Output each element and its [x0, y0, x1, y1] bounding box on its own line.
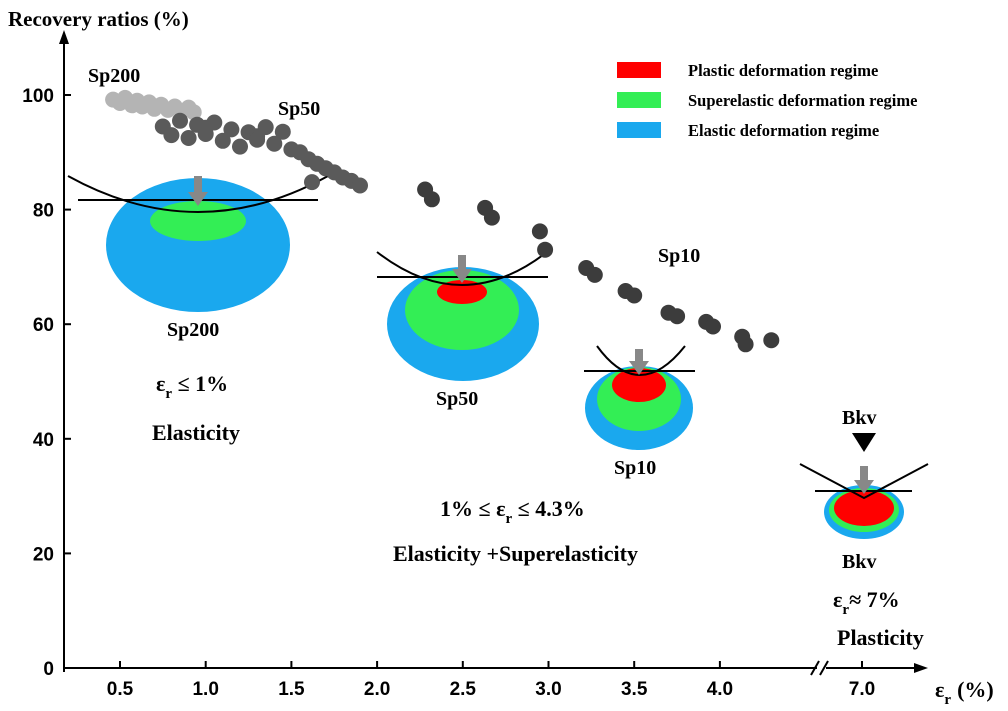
data-point-sp50	[180, 130, 197, 146]
sp50-indent-diagram	[376, 251, 548, 381]
data-point-sp50	[232, 138, 248, 155]
sp10-load-arrow-icon	[629, 349, 649, 375]
sp10-indenter-profile	[596, 345, 686, 376]
data-point-sp50	[172, 112, 188, 129]
data-point-sp50	[249, 131, 266, 148]
x-tick-label: 3.5	[621, 679, 648, 700]
data-point-sp10	[586, 266, 603, 283]
x-tick-label: 7.0	[849, 679, 875, 700]
regime2-condition: 1% ≤ εr ≤ 4.3%	[440, 496, 585, 527]
y-tick-label: 80	[33, 201, 54, 222]
legend-label-superelastic: Superelastic deformation regime	[688, 91, 917, 110]
data-point-sp10	[537, 241, 554, 258]
diagram-label-sp10: Sp10	[614, 457, 656, 479]
regime3-condition: εr≈ 7%	[833, 587, 900, 618]
data-point-sp50	[197, 119, 214, 136]
series-label-sp200: Sp200	[88, 65, 140, 87]
series-label-sp50: Sp50	[278, 98, 320, 120]
legend-swatch-plastic	[617, 62, 661, 78]
data-point-sp10	[531, 223, 548, 240]
x-tick-label: 1.5	[278, 679, 305, 700]
bkv-indent-diagram	[799, 433, 929, 539]
bkv-marker-triangle-icon	[852, 433, 876, 452]
data-point-sp50	[274, 123, 291, 140]
sp200-indenter-profile	[67, 175, 329, 213]
x-axis-label: εr (%)	[935, 677, 994, 708]
bkv-load-arrow-icon	[854, 466, 874, 494]
y-tick-label: 0	[43, 659, 54, 680]
legend-swatch-superelastic	[617, 92, 661, 108]
data-point-sp50	[223, 121, 240, 138]
y-axis-label: Recovery ratios (%)	[8, 7, 189, 31]
data-point-sp10	[705, 318, 721, 335]
sp200-indent-diagram	[67, 175, 329, 312]
x-tick-label: 4.0	[707, 679, 733, 700]
bkv-indenter-profile	[799, 463, 929, 500]
regime2-name: Elasticity +Superelasticity	[393, 541, 638, 566]
x-tick-label: 1.0	[192, 679, 218, 700]
x-ticks: 0.5 1.0 1.5 2.0 2.5 3.0 3.5 4.0 7.0	[107, 661, 875, 700]
diagram-label-sp50: Sp50	[436, 388, 478, 410]
sp200-load-arrow-icon	[188, 176, 208, 206]
sp50-load-arrow-icon	[452, 255, 472, 283]
axis-break-mark-left	[810, 660, 820, 676]
x-tick-label: 2.0	[364, 679, 390, 700]
regime1-name: Elasticity	[152, 420, 240, 445]
data-point-sp10	[737, 336, 754, 353]
data-point-sp50	[214, 132, 231, 149]
y-tick-label: 100	[22, 86, 54, 107]
data-point-sp10	[626, 287, 643, 304]
sp10-indent-diagram	[584, 345, 695, 450]
bkv-label-top: Bkv	[842, 407, 876, 429]
y-tick-label: 60	[33, 315, 54, 336]
sp50-superelastic-zone	[405, 270, 519, 350]
sp10-plastic-zone	[612, 368, 666, 402]
data-point-sp50	[266, 135, 283, 152]
x-tick-label: 2.5	[450, 679, 477, 700]
bkv-label-under: Bkv	[842, 551, 876, 573]
y-tick-label: 20	[33, 544, 54, 565]
x-axis-arrow-icon	[914, 663, 928, 673]
axis-break-mark-right	[819, 660, 829, 676]
y-ticks: 0 20 40 60 80 100	[22, 86, 71, 680]
data-point-sp50	[352, 177, 368, 194]
data-point-sp50	[304, 174, 320, 191]
regime1-condition: εr ≤ 1%	[156, 371, 228, 402]
data-point-sp10	[763, 332, 780, 349]
legend-label-elastic: Elastic deformation regime	[688, 121, 879, 140]
sp50-plastic-zone	[437, 280, 487, 304]
diagram-label-sp200: Sp200	[167, 319, 219, 341]
data-point-sp50	[163, 127, 180, 144]
x-tick-label: 0.5	[107, 679, 134, 700]
data-point-sp10	[669, 308, 686, 325]
x-tick-label: 3.0	[535, 679, 561, 700]
legend-swatch-elastic	[617, 122, 661, 138]
sp200-superelastic-zone	[150, 201, 246, 241]
data-point-sp10	[423, 191, 440, 208]
y-axis-arrow-icon	[59, 30, 69, 44]
bkv-plastic-zone	[834, 490, 894, 526]
data-point-sp50	[257, 119, 274, 136]
regime3-name: Plasticity	[837, 625, 924, 650]
y-tick-label: 40	[33, 430, 54, 451]
series-label-sp10: Sp10	[658, 245, 700, 267]
legend-label-plastic: Plastic deformation regime	[688, 61, 878, 80]
sp200-elastic-zone	[106, 178, 290, 312]
legend: Plastic deformation regime Superelastic …	[617, 61, 917, 140]
sp50-indenter-profile	[376, 251, 548, 286]
data-point-sp10	[483, 209, 500, 226]
data-points	[105, 89, 780, 353]
data-point-sp200	[185, 104, 202, 121]
